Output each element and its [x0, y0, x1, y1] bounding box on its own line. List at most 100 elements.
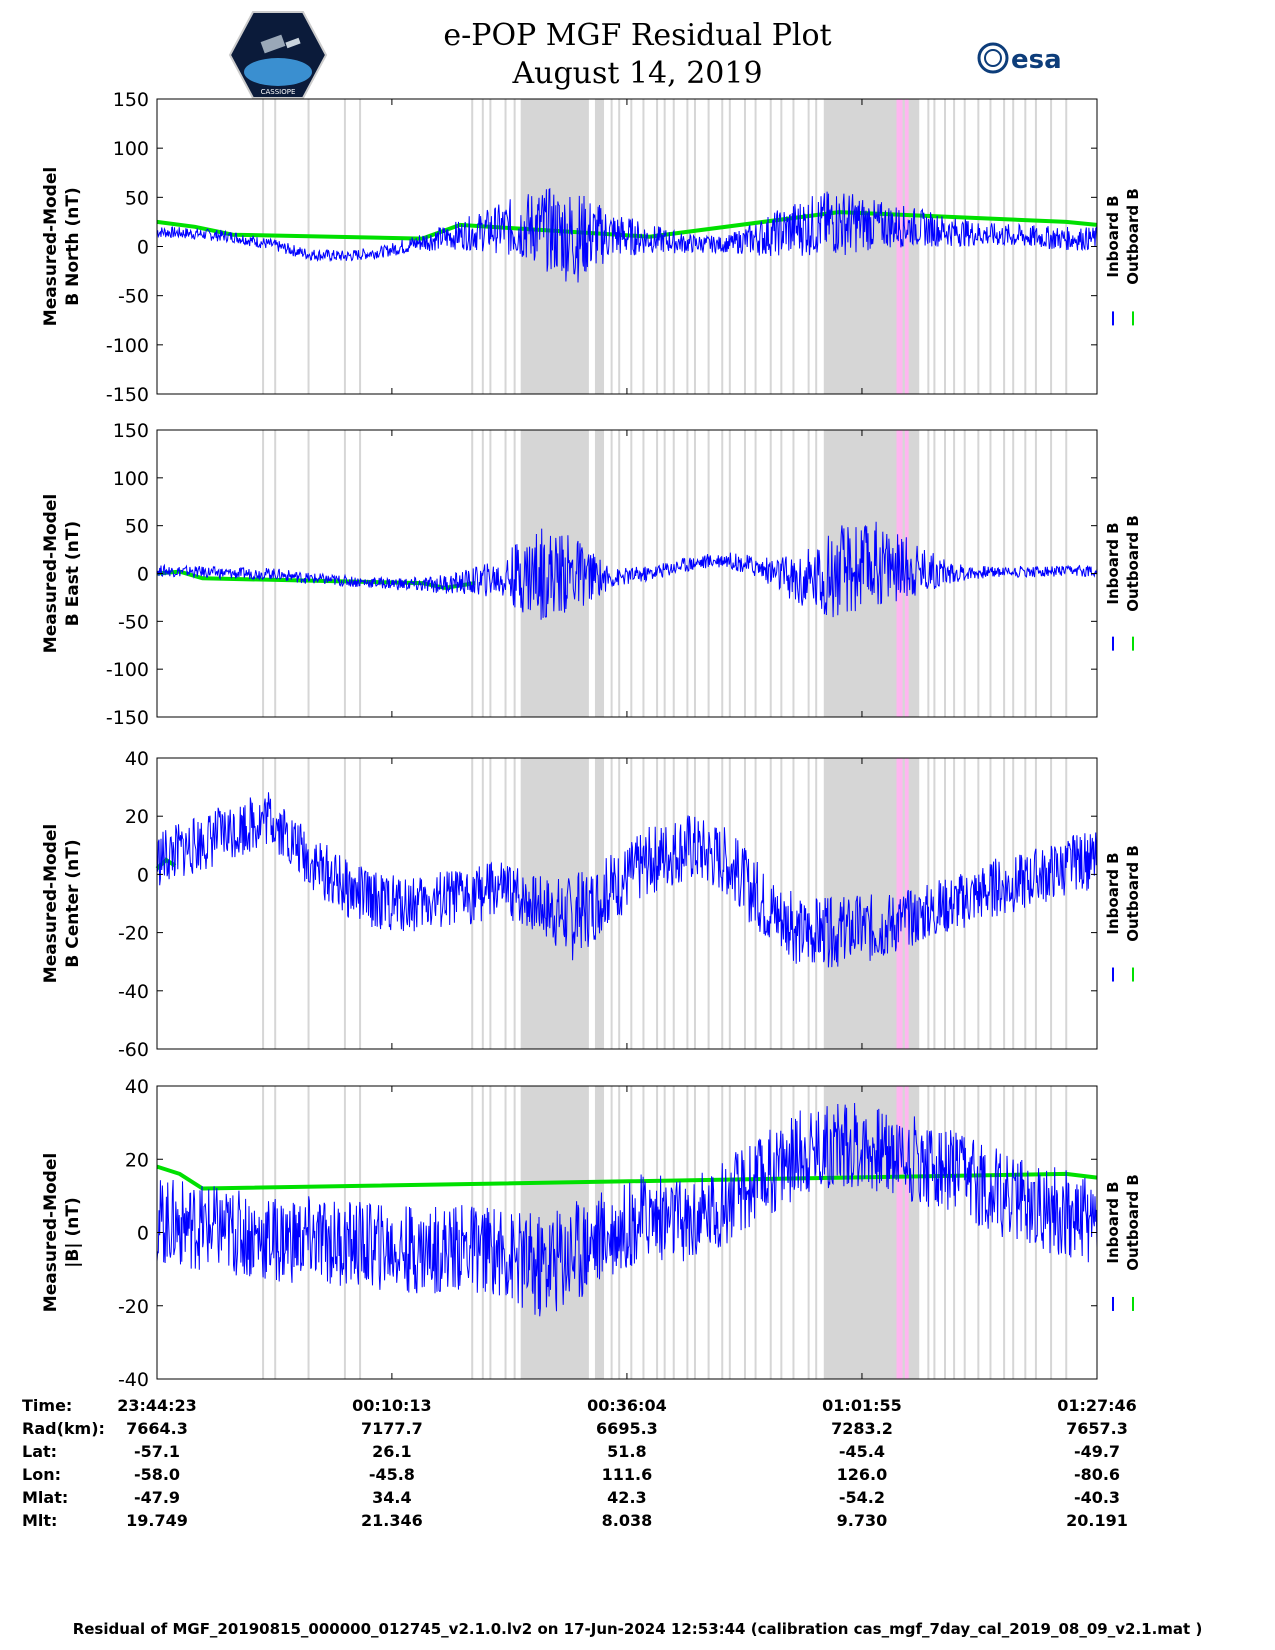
table-row-label: Lon: — [22, 1465, 61, 1484]
pink-flag-band — [896, 99, 903, 394]
y-tick-label: -150 — [106, 707, 149, 729]
table-cell: 21.346 — [361, 1511, 423, 1530]
y-tick-label: 0 — [137, 864, 149, 886]
legend-inboard-label: Inboard B — [1104, 1181, 1122, 1263]
table-cell: 8.038 — [601, 1511, 653, 1530]
table-cell: 26.1 — [372, 1442, 412, 1461]
table-cell: 6695.3 — [596, 1419, 658, 1438]
table-row-label: Mlat: — [22, 1488, 69, 1507]
y-tick-label: 20 — [125, 806, 149, 828]
plot-frame — [156, 98, 1098, 395]
series-inboard-line — [156, 1102, 1098, 1317]
table-cell: 20.191 — [1066, 1511, 1128, 1530]
esa-logo: esa — [977, 42, 1062, 75]
table-cell: 01:01:55 — [822, 1396, 902, 1415]
y-tick-label: 40 — [125, 748, 149, 770]
y-tick-label: 0 — [137, 1223, 149, 1245]
series-inboard-line — [156, 792, 1098, 968]
y-tick-label: -100 — [106, 335, 149, 357]
series-outboard-line — [156, 210, 1098, 241]
y-tick-label: 20 — [125, 1149, 149, 1171]
table-cell: 51.8 — [607, 1442, 647, 1461]
table-cell: 00:10:13 — [352, 1396, 432, 1415]
table-cell: -80.6 — [1073, 1465, 1121, 1484]
y-tick-label: -20 — [118, 1296, 149, 1318]
gray-flag-band — [823, 99, 920, 394]
legend-inboard-label: Inboard B — [1104, 852, 1122, 934]
table-cell: -58.0 — [133, 1465, 181, 1484]
table-cell: 7657.3 — [1066, 1419, 1128, 1438]
footer-caption: Residual of MGF_20190815_000000_012745_v… — [72, 1620, 1203, 1638]
y-tick-label: -40 — [118, 1369, 149, 1391]
svg-text:esa: esa — [1011, 45, 1062, 75]
chart-date: August 14, 2019 — [512, 56, 763, 91]
pink-flag-band — [896, 1086, 903, 1379]
table-cell: 126.0 — [836, 1465, 888, 1484]
y-tick-label: -40 — [118, 981, 149, 1003]
table-row-label: Mlt: — [22, 1511, 58, 1530]
y-tick-label: 40 — [125, 1076, 149, 1098]
table-cell: 42.3 — [607, 1488, 647, 1507]
table-cell: -49.7 — [1073, 1442, 1121, 1461]
table-cell: 9.730 — [836, 1511, 888, 1530]
table-cell: -40.3 — [1073, 1488, 1121, 1507]
y-tick-label: 100 — [113, 138, 149, 160]
chart-title: e-POP MGF Residual Plot — [443, 18, 832, 53]
legend-outboard-label: Outboard B — [1124, 845, 1142, 942]
table-row-label: Time: — [22, 1396, 73, 1415]
legend-inboard-label: Inboard B — [1104, 195, 1122, 277]
y-tick-label: 150 — [113, 420, 149, 442]
svg-text:CASSIOPE: CASSIOPE — [261, 88, 296, 96]
panel-4: 40 20 0 -20 -40 Measured-Model |B| (nT) Inboard… — [41, 1076, 1142, 1391]
y-axis-label: Measured-Model — [41, 167, 61, 326]
table-cell: 7177.7 — [361, 1419, 423, 1438]
y-axis-label: Measured-Model — [41, 824, 61, 983]
table-cell: 34.4 — [372, 1488, 412, 1507]
table-row-label: Lat: — [22, 1442, 58, 1461]
panel-3: 40 20 0 -20 -40 -60 Measured-Model B Center (nT… — [41, 748, 1142, 1061]
y-tick-label: 100 — [113, 468, 149, 490]
table-cell: 111.6 — [601, 1465, 653, 1484]
y-tick-label: -60 — [118, 1039, 149, 1061]
table-cell: -57.1 — [133, 1442, 181, 1461]
table-cell: 00:36:04 — [587, 1396, 667, 1415]
y-axis-label: |B| (nT) — [63, 1197, 83, 1268]
table-cell: 7283.2 — [831, 1419, 893, 1438]
gray-flag-band — [594, 99, 605, 394]
y-axis-label: B North (nT) — [63, 187, 83, 306]
legend-outboard-label: Outboard B — [1124, 1174, 1142, 1271]
y-axis-label: B Center (nT) — [63, 839, 83, 967]
table-cell: 7664.3 — [126, 1419, 188, 1438]
table-cell: -47.9 — [133, 1488, 181, 1507]
y-axis-label: B East (nT) — [63, 521, 83, 626]
legend-outboard-label: Outboard B — [1124, 188, 1142, 285]
table-row-label: Rad(km): — [22, 1419, 105, 1438]
y-tick-label: -20 — [118, 923, 149, 945]
y-tick-label: 150 — [113, 89, 149, 111]
table-cell: 23:44:23 — [117, 1396, 197, 1415]
series-inboard-line — [156, 521, 1098, 620]
legend-inboard-label: Inboard B — [1104, 522, 1122, 604]
cassiope-logo: CASSIOPE — [228, 11, 328, 99]
pink-flag-band — [904, 99, 909, 394]
panel-2: 150 100 50 0 -50 -100 -150 Measured-Model B East… — [41, 420, 1142, 729]
y-axis-label: Measured-Model — [41, 494, 61, 653]
y-tick-label: -50 — [118, 611, 149, 633]
series-inboard-line — [156, 187, 1098, 283]
y-tick-label: 50 — [125, 187, 149, 209]
y-tick-label: 0 — [137, 564, 149, 586]
table-cell: -45.8 — [368, 1465, 415, 1484]
legend-outboard-label: Outboard B — [1124, 515, 1142, 612]
y-tick-label: 50 — [125, 516, 149, 538]
table-cell: 01:27:46 — [1057, 1396, 1137, 1415]
table-cell: -45.4 — [838, 1442, 886, 1461]
pink-flag-band — [904, 1086, 909, 1379]
table-cell: -54.2 — [838, 1488, 886, 1507]
y-tick-label: 0 — [137, 237, 149, 259]
table-cell: 19.749 — [126, 1511, 188, 1530]
y-tick-label: -100 — [106, 659, 149, 681]
y-tick-label: -50 — [118, 286, 149, 308]
y-tick-label: -150 — [106, 384, 149, 406]
panel-1: 150 100 50 0 -50 -100 -150 Measured-Model B Nort… — [41, 89, 1142, 406]
